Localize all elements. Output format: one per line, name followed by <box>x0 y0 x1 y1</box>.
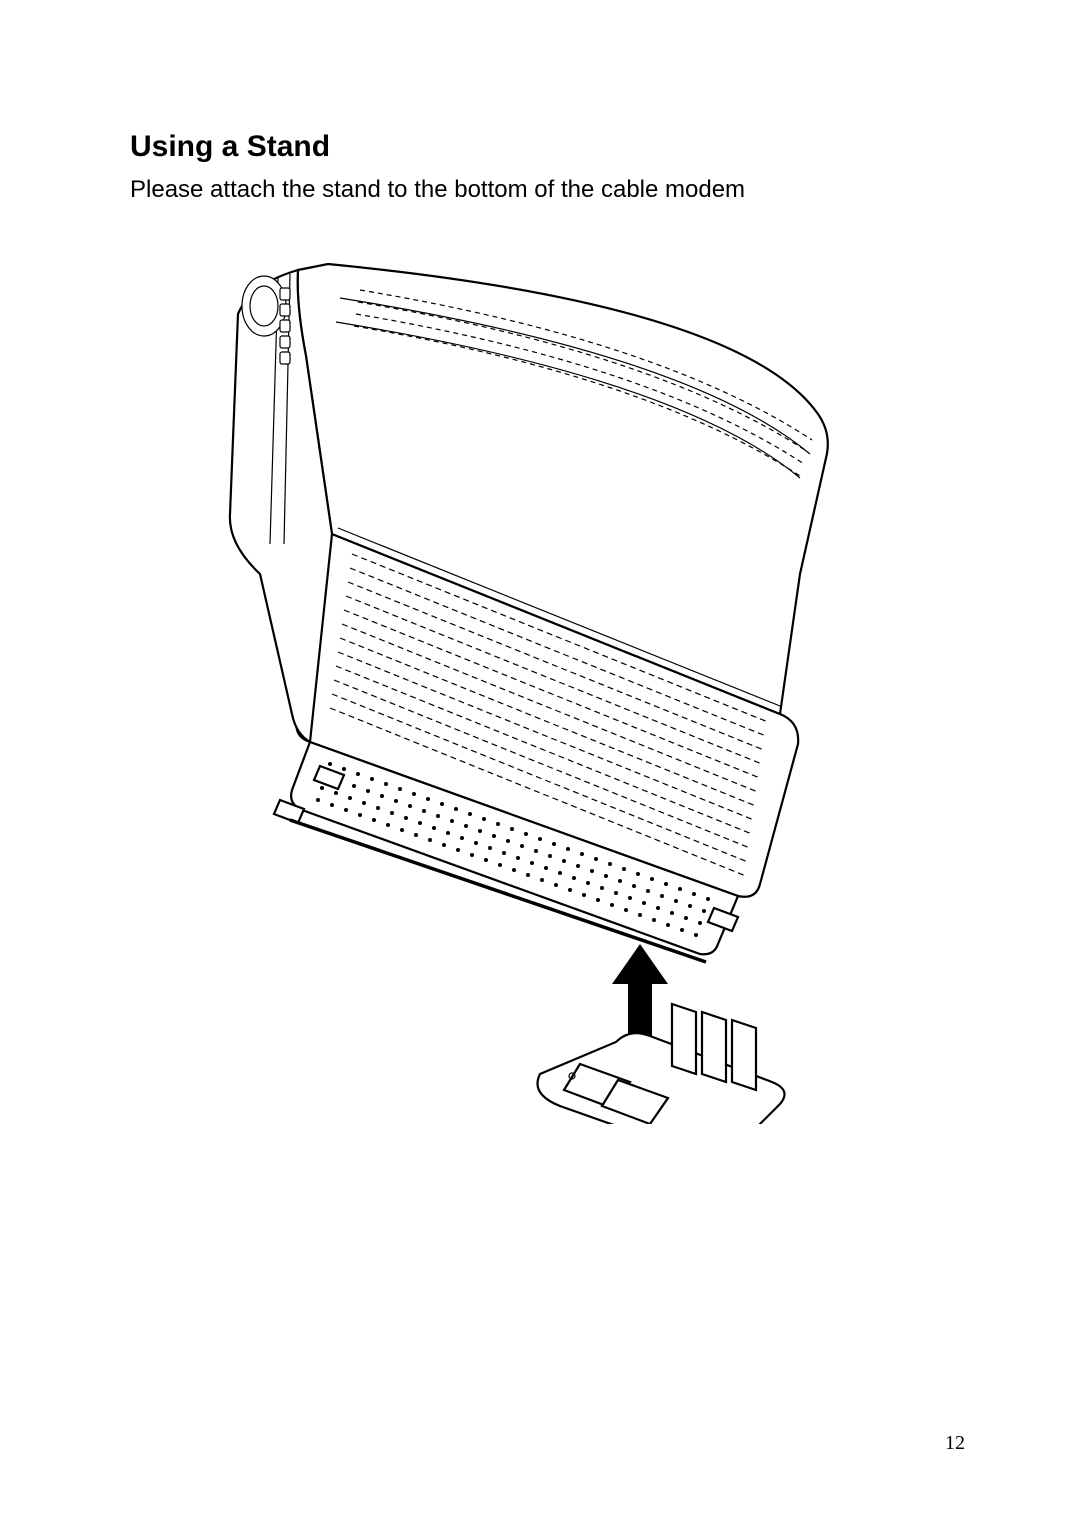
section-heading: Using a Stand <box>130 130 950 164</box>
modem-stand-illustration <box>220 244 860 1124</box>
attach-arrow-icon <box>612 944 668 1044</box>
stand-illustration <box>538 1004 785 1124</box>
page-number: 12 <box>945 1432 965 1455</box>
modem-stand-figure <box>220 244 860 1124</box>
document-page: Using a Stand Please attach the stand to… <box>0 0 1080 1525</box>
section-body: Please attach the stand to the bottom of… <box>130 176 950 204</box>
